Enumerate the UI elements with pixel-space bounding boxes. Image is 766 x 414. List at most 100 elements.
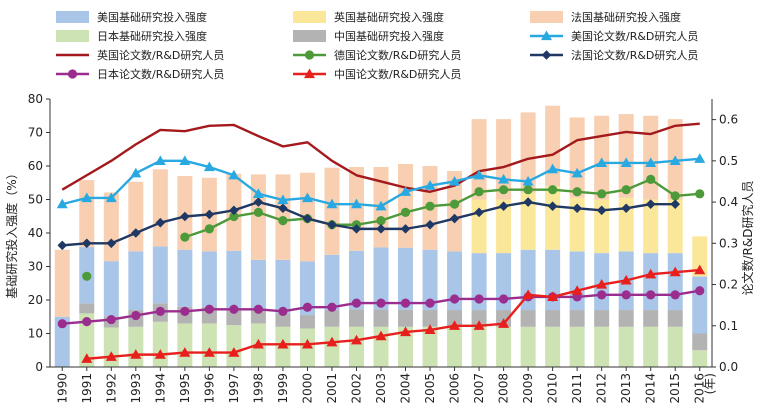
tick-label-x-1994: 1994 — [153, 373, 167, 404]
tick-label-x-1993: 1993 — [129, 373, 143, 404]
tick-label-left-40: 40 — [28, 226, 43, 240]
legend-item-jp_basic: 日本基础研究投入强度 — [56, 29, 207, 43]
point-de_papers-2016 — [695, 189, 705, 199]
bar-us_basic-2001 — [324, 254, 340, 311]
bar-us_basic-2016 — [692, 276, 708, 334]
point-us_papers-2016 — [694, 153, 706, 163]
bar-jp_basic-1994 — [152, 321, 168, 367]
legend-item-de_papers: 德国论文数/R&D研究人员 — [293, 48, 461, 62]
point-cn_papers-1999 — [277, 338, 289, 349]
tick-label-right-0.6: 0.6 — [719, 113, 738, 127]
point-cn_papers-2004 — [400, 326, 412, 337]
point-de_papers-1997 — [229, 211, 239, 222]
bar-cn_basic-1997 — [226, 308, 242, 326]
point-us_papers-1993 — [130, 167, 142, 178]
bar-us_basic-2014 — [643, 253, 659, 311]
tick-label-left-70: 70 — [28, 126, 43, 140]
point-fr_papers-2009 — [523, 197, 533, 207]
bar-jp_basic-2014 — [643, 326, 659, 367]
point-fr_papers-2015 — [670, 199, 681, 209]
bar-cn_basic-2003 — [373, 309, 389, 327]
point-jp_papers-2002 — [351, 298, 362, 308]
tick-label-x-1996: 1996 — [202, 373, 216, 404]
bar-cn_basic-2007 — [471, 310, 487, 327]
tick-label-right-0.0: 0.0 — [719, 360, 738, 374]
bar-fr_basic-1992 — [103, 192, 119, 262]
bar-us_basic-2004 — [398, 247, 414, 310]
point-cn_papers-1991 — [81, 353, 93, 363]
point-cn_papers-1995 — [179, 347, 191, 357]
point-jp_papers-1991 — [82, 317, 92, 327]
point-fr_papers-2010 — [547, 201, 558, 211]
point-us_papers-2007 — [473, 169, 485, 180]
bar-jp_basic-1992 — [103, 327, 119, 367]
point-fr_papers-1991 — [81, 238, 92, 249]
point-us_papers-1995 — [179, 155, 191, 165]
legend-item-us_basic: 美国基础研究投入强度 — [56, 10, 207, 24]
point-cn_papers-1993 — [130, 349, 142, 359]
bar-jp_basic-1993 — [128, 326, 144, 367]
bar-jp_basic-2004 — [398, 326, 414, 367]
bar-jp_basic-2002 — [348, 326, 364, 367]
point-fr_papers-1990 — [57, 240, 68, 251]
bar-fr_basic-2004 — [398, 163, 414, 248]
bar-cn_basic-2016 — [692, 333, 708, 351]
series-de_papers — [82, 174, 705, 281]
legend-marker-us_papers — [541, 30, 552, 41]
bar-jp_basic-1997 — [226, 325, 242, 367]
point-us_papers-2008 — [498, 173, 510, 184]
tick-label-x-1992: 1992 — [104, 373, 118, 404]
point-us_papers-2014 — [645, 157, 657, 168]
tick-label-x-2004: 2004 — [399, 373, 413, 404]
tick-label-right-0.4: 0.4 — [719, 195, 738, 209]
point-fr_papers-1992 — [106, 238, 117, 249]
point-us_papers-2009 — [522, 175, 534, 186]
legend: 美国基础研究投入强度 英国基础研究投入强度 法国基础研究投入强度日本基础研究投入强度… — [56, 10, 698, 81]
bar-us_basic-2000 — [299, 261, 315, 316]
bar-jp_basic-2010 — [545, 326, 561, 367]
bar-cn_basic-2012 — [594, 310, 610, 327]
point-de_papers-1998 — [253, 207, 264, 217]
bar-us_basic-2006 — [447, 251, 463, 311]
point-de_papers-1991 — [82, 271, 92, 281]
point-de_papers-2003 — [376, 216, 386, 226]
legend-item-us_papers: 美国论文数/R&D研究人员 — [530, 29, 698, 43]
point-de_papers-2013 — [621, 185, 631, 195]
legend-item-uk_basic: 英国基础研究投入强度 — [293, 10, 444, 24]
bar-fr_basic-1990 — [54, 249, 70, 317]
point-jp_papers-2000 — [302, 302, 313, 312]
bar-uk_basic-2012 — [594, 199, 610, 254]
line-uk_papers-0 — [61, 122, 700, 193]
point-fr_papers-1999 — [278, 203, 288, 214]
tick-label-left-60: 60 — [28, 159, 43, 173]
point-us_papers-1994 — [154, 155, 166, 165]
point-fr_papers-2001 — [327, 219, 337, 230]
point-us_papers-2004 — [400, 186, 412, 196]
tick-label-x-2001: 2001 — [325, 373, 339, 404]
bar-uk_basic-2014 — [643, 199, 659, 254]
point-jp_papers-2015 — [670, 290, 680, 300]
bar-fr_basic-1998 — [250, 174, 266, 260]
point-us_papers-2005 — [424, 180, 436, 190]
point-de_papers-2011 — [572, 187, 582, 197]
point-us_papers-2006 — [449, 175, 461, 186]
bar-fr_basic-1994 — [152, 169, 168, 247]
bar-fr_basic-2009 — [520, 112, 536, 193]
bar-fr_basic-2002 — [348, 167, 364, 251]
point-jp_papers-1999 — [278, 306, 288, 316]
bar-us_basic-1995 — [177, 249, 193, 307]
point-de_papers-2004 — [400, 207, 411, 217]
point-jp_papers-1996 — [204, 304, 214, 314]
point-us_papers-2001 — [326, 198, 338, 209]
tick-label-x-2013: 2013 — [619, 373, 633, 404]
point-jp_papers-1998 — [253, 304, 264, 314]
x-axis-suffix: (年) — [703, 373, 717, 394]
bar-cn_basic-1998 — [250, 310, 266, 324]
bar-uk_basic-2009 — [520, 192, 536, 250]
point-cn_papers-2014 — [645, 268, 657, 279]
legend-label-cn_basic: 中国基础研究投入强度 — [334, 29, 444, 43]
point-jp_papers-1992 — [106, 314, 116, 325]
point-jp_papers-2001 — [327, 302, 337, 312]
legend-label-cn_papers: 中国论文数/R&D研究人员 — [334, 67, 461, 81]
point-jp_papers-2016 — [695, 286, 705, 296]
